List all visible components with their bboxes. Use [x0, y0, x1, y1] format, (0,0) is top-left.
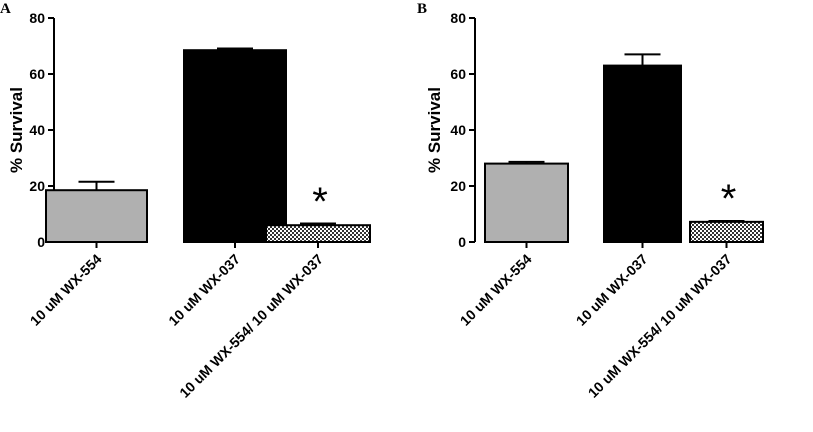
x-tick-label: 10 uM WX-037	[165, 251, 243, 329]
y-tick-label: 60	[29, 66, 45, 82]
panel-b: B % Survival 0 20 40 60 80 10 uM WX-554 10 uM WX…	[417, 1, 764, 401]
y-tick-label: 80	[450, 10, 466, 26]
x-tick-label: 10 uM WX-554/ 10 uM WX-037	[176, 251, 326, 401]
y-tick-label: 40	[450, 122, 466, 138]
panel-letter: B	[417, 1, 427, 17]
bar	[265, 224, 371, 243]
y-tick-label: 0	[37, 234, 45, 250]
x-tick-label: 10 uM WX-554/ 10 uM WX-037	[585, 251, 735, 401]
bar	[484, 162, 569, 244]
y-tick-label: 20	[450, 178, 466, 194]
bar	[603, 64, 682, 243]
x-tick-label: 10 uM WX-037	[573, 251, 651, 329]
y-axis-label: % Survival	[7, 87, 26, 173]
panel-letter: A	[0, 1, 11, 17]
significance-asterisk: *	[312, 180, 328, 224]
panel-a: A % Survival 0 20 40 60 80 10 uM WX-554 10 uM WX…	[0, 1, 371, 401]
bar	[689, 220, 764, 243]
significance-asterisk: *	[721, 177, 737, 221]
bar	[45, 189, 148, 243]
x-tick-label: 10 uM WX-554	[27, 251, 105, 329]
y-axis-label: % Survival	[425, 87, 444, 173]
y-tick-label: 0	[458, 234, 466, 250]
y-tick-label: 20	[29, 178, 45, 194]
y-tick-label: 80	[29, 10, 45, 26]
y-tick-label: 40	[29, 122, 45, 138]
bar	[183, 49, 287, 244]
y-tick-label: 60	[450, 66, 466, 82]
x-tick-label: 10 uM WX-554	[457, 251, 535, 329]
